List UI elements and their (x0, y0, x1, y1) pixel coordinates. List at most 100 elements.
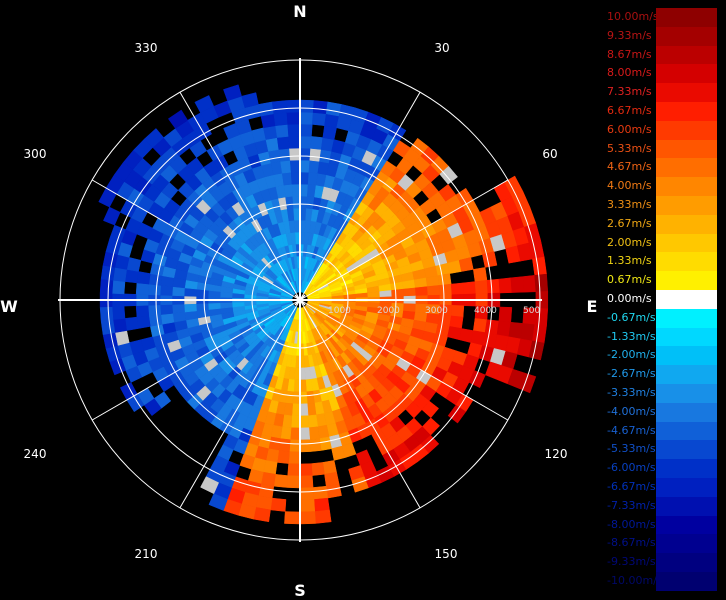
velocity-cell (183, 303, 197, 313)
velocity-cell (283, 184, 293, 198)
legend-label: 4.00m/s (607, 179, 652, 193)
velocity-cell (183, 287, 197, 297)
azimuth-spokes (91, 91, 509, 509)
azimuth-spoke (299, 91, 421, 301)
legend-label: -8.00m/s (607, 517, 656, 531)
velocity-cell (299, 391, 308, 405)
velocity-cell (462, 281, 477, 295)
legend-swatch (656, 101, 717, 121)
velocity-cell (135, 305, 150, 318)
legend-swatch (656, 8, 717, 27)
legend-item: 6.00m/s (607, 120, 717, 140)
velocity-cell (299, 427, 311, 441)
legend-item: 8.67m/s (607, 45, 717, 65)
velocity-cell (367, 291, 381, 298)
velocity-cell (391, 288, 405, 298)
legend-label: -6.00m/s (607, 461, 656, 475)
radar-center-marker (293, 293, 307, 307)
velocity-cell (307, 414, 319, 428)
angle-label-30: 30 (434, 41, 449, 55)
velocity-cell (268, 149, 281, 164)
velocity-cell (458, 257, 474, 272)
velocity-cell (135, 282, 150, 295)
legend-label: -0.67m/s (607, 310, 656, 324)
velocity-cell (299, 99, 315, 113)
velocity-cell (299, 147, 311, 161)
legend-label: -10.00m/s (607, 573, 663, 587)
angle-labels: 30 60 120 150 210 240 300 330 (24, 41, 568, 561)
velocity-color-legend: 10.00m/s 9.33m/s 8.67m/s 8.00m/s 7.33m/s 6.67… (607, 8, 717, 591)
compass-labels: N E S W (0, 2, 597, 600)
velocity-cell (474, 280, 489, 295)
legend-label: 8.67m/s (607, 47, 652, 61)
legend-swatch (656, 177, 717, 196)
legend-item: -5.33m/s (607, 440, 717, 460)
legend-swatch (656, 139, 717, 159)
azimuth-spoke (299, 299, 509, 421)
velocity-cell (498, 277, 513, 294)
velocity-cell (287, 463, 301, 477)
compass-east: E (587, 297, 598, 316)
legend-label: 8.00m/s (607, 66, 652, 80)
velocity-cell (450, 305, 465, 318)
velocity-cell (299, 475, 314, 489)
velocity-cell (208, 493, 228, 511)
legend-item: -6.00m/s (607, 459, 717, 478)
legend-label: 4.67m/s (607, 160, 652, 174)
velocity-cell (292, 391, 301, 405)
velocity-cell (473, 318, 488, 333)
legend-swatch (656, 271, 717, 290)
velocity-cell (136, 271, 151, 285)
velocity-cell (310, 136, 324, 150)
legend-item: 6.67m/s (607, 101, 717, 121)
velocity-cell (99, 306, 114, 322)
velocity-cell (299, 511, 316, 525)
velocity-cell (144, 128, 165, 148)
velocity-cell (285, 196, 294, 210)
legend-label: 1.33m/s (607, 254, 652, 268)
velocity-cell (532, 324, 547, 344)
velocity-cell (136, 315, 151, 329)
velocity-cell (437, 273, 452, 286)
velocity-cell (241, 92, 259, 108)
azimuth-spoke (179, 91, 301, 301)
velocity-cell (413, 277, 428, 289)
velocity-cell (290, 415, 301, 429)
velocity-cell (311, 462, 325, 476)
legend-swatch (656, 120, 717, 140)
velocity-cell (171, 303, 185, 314)
velocity-cell (425, 275, 440, 287)
legend-item: -10.00m/s (607, 571, 717, 591)
range-label: 3000 (425, 306, 448, 316)
legend-label: 10.00m/s (607, 10, 659, 23)
velocity-cell (172, 311, 187, 323)
velocity-cell (265, 137, 280, 152)
legend-item: 7.33m/s (607, 83, 717, 102)
legend-label: 9.33m/s (607, 28, 652, 42)
velocity-cell (112, 318, 127, 333)
velocity-cell (263, 125, 278, 140)
velocity-cell (100, 319, 116, 335)
velocity-cell (309, 438, 322, 452)
legend-item: -8.67m/s (607, 534, 717, 554)
legend-label: -4.00m/s (607, 404, 656, 418)
velocity-cell (270, 497, 287, 512)
legend-swatch (656, 45, 717, 65)
legend-item: 8.00m/s (607, 64, 717, 84)
velocity-cell (159, 304, 173, 315)
velocity-cell (299, 135, 312, 149)
velocity-cell (195, 302, 209, 312)
legend-swatch (656, 571, 717, 591)
legend-label: -2.00m/s (607, 348, 656, 362)
velocity-cell (427, 285, 441, 296)
velocity-cell (482, 251, 498, 268)
legend-item: -9.33m/s (607, 553, 717, 572)
angle-label-150: 150 (435, 547, 458, 561)
velocity-cell (355, 292, 369, 299)
velocity-cell (287, 123, 301, 137)
legend-item: -4.00m/s (607, 402, 717, 422)
velocity-cell (403, 287, 417, 297)
velocity-cell (124, 269, 139, 284)
velocity-cell (280, 160, 292, 174)
velocity-cell (299, 463, 313, 477)
